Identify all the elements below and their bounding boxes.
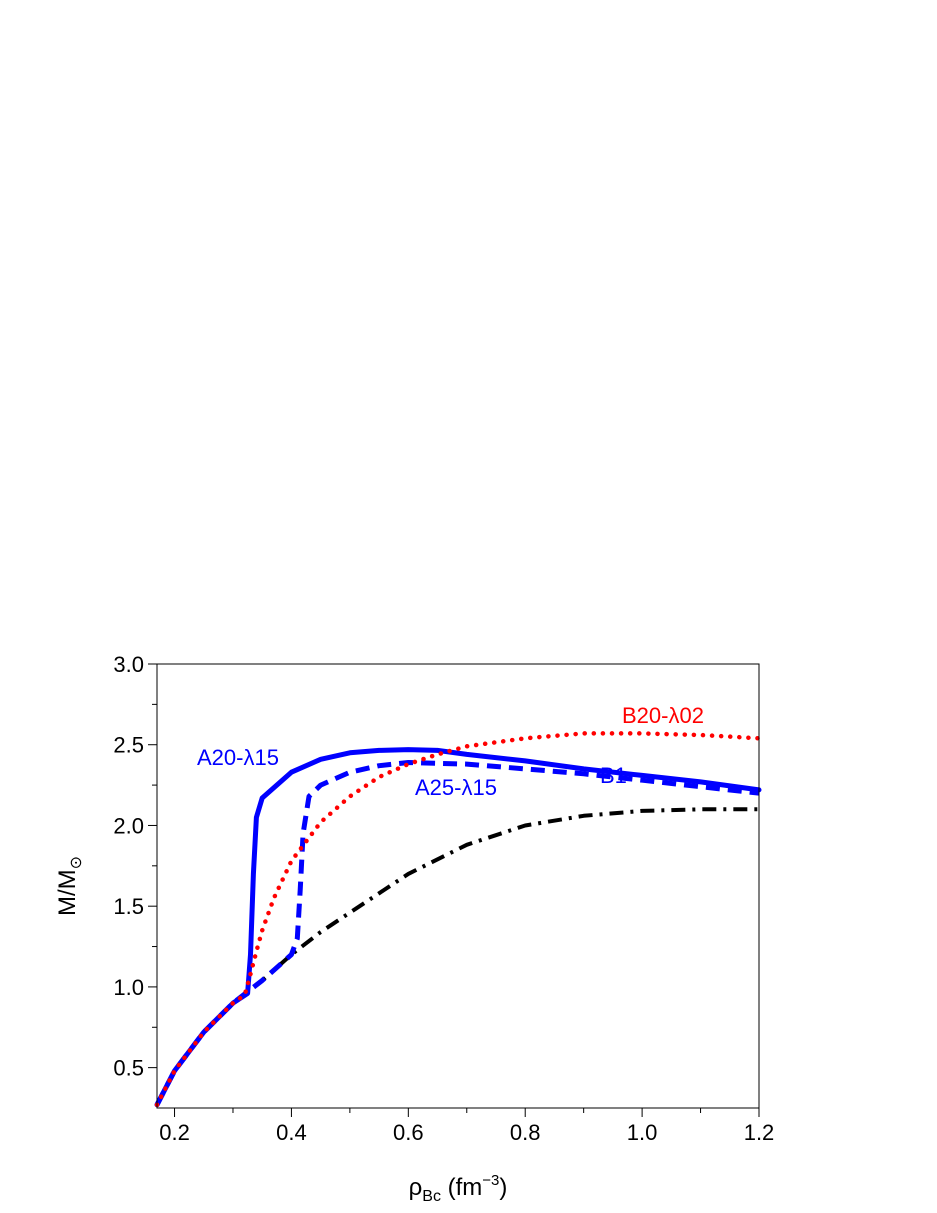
y-tick-label: 2.5 [113, 733, 144, 758]
annotation-b20: B20-λ02 [622, 703, 704, 728]
y-axis-main: M/M [54, 869, 81, 916]
y-tick-label: 1.5 [113, 894, 144, 919]
y-axis-title: M/M⊙ [54, 856, 85, 916]
y-tick-label: 0.5 [113, 1056, 144, 1081]
x-tick-label: 0.8 [510, 1120, 541, 1145]
x-axis-unit-post: ) [499, 1174, 507, 1201]
series-layer [154, 731, 762, 1108]
x-axis-title: ρBc (fm−3) [409, 1172, 508, 1205]
x-tick-label: 0.6 [393, 1120, 424, 1145]
x-tick-label: 1.2 [744, 1120, 775, 1145]
x-tick-label: 0.4 [276, 1120, 307, 1145]
y-tick-label: 2.0 [113, 813, 144, 838]
y-axis-sub: ⊙ [68, 856, 85, 869]
x-axis-main: ρ [409, 1174, 423, 1201]
annotation-b1: B1 [600, 763, 627, 788]
annotation-a25: A25-λ15 [415, 775, 497, 800]
series-line-1 [154, 760, 760, 1106]
x-axis-sub: Bc [422, 1188, 441, 1205]
annotation-a20: A20-λ15 [197, 745, 279, 770]
x-axis-unit-sup: −3 [482, 1172, 499, 1189]
series-line-2 [154, 747, 762, 1108]
y-tick-label: 3.0 [113, 652, 144, 677]
ticks-layer: 0.2 0.4 0.6 0.8 1.0 1.2 0.5 1.0 1.5 2.0 2.5 3.0 [113, 652, 774, 1145]
x-axis-unit-pre: (fm [441, 1174, 482, 1201]
x-tick-label: 0.2 [159, 1120, 190, 1145]
x-tick-label: 1.0 [627, 1120, 658, 1145]
plot-frame [156, 663, 760, 1109]
annotation-layer: A20-λ15 A25-λ15 B20-λ02 B1 [197, 703, 704, 800]
series-line-0 [155, 807, 759, 1106]
y-tick-label: 1.0 [113, 975, 144, 1000]
